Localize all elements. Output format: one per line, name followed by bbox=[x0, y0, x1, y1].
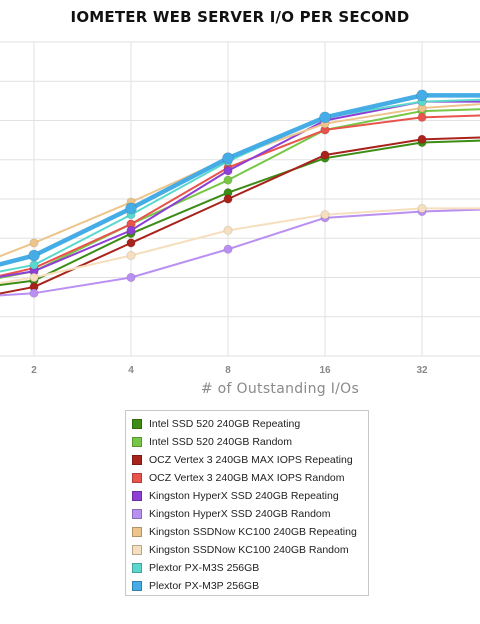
legend-swatch bbox=[132, 527, 142, 537]
legend-item[interactable]: Intel SSD 520 240GB Repeating bbox=[132, 415, 368, 433]
series-point[interactable] bbox=[416, 89, 428, 102]
legend-swatch bbox=[132, 491, 142, 501]
legend-item[interactable]: Intel SSD 520 240GB Random bbox=[132, 433, 368, 451]
series-lines bbox=[0, 93, 480, 297]
legend-swatch bbox=[132, 455, 142, 465]
series-point[interactable] bbox=[417, 134, 427, 144]
x-tick-label: 2 bbox=[31, 365, 37, 376]
x-tick-label: 16 bbox=[319, 365, 331, 376]
legend-label: OCZ Vertex 3 240GB MAX IOPS Random bbox=[149, 472, 345, 484]
legend-label: OCZ Vertex 3 240GB MAX IOPS Repeating bbox=[149, 454, 353, 466]
x-axis-ticks: 2 4 8 16 32 bbox=[31, 365, 428, 376]
legend-swatch bbox=[132, 419, 142, 429]
series-point[interactable] bbox=[417, 203, 427, 214]
series-point[interactable] bbox=[223, 194, 233, 204]
legend-swatch bbox=[132, 437, 142, 447]
legend-label: Kingston SSDNow KC100 240GB Repeating bbox=[149, 526, 357, 538]
series-line bbox=[0, 208, 480, 297]
legend-item[interactable]: Plextor PX-M3S 256GB bbox=[132, 559, 368, 577]
series-point[interactable] bbox=[417, 112, 427, 122]
series-point[interactable] bbox=[223, 166, 233, 176]
series-point[interactable] bbox=[223, 244, 233, 254]
series-point[interactable] bbox=[126, 238, 136, 248]
legend-swatch bbox=[132, 545, 142, 555]
legend-label: Intel SSD 520 240GB Random bbox=[149, 436, 293, 448]
x-tick-label: 4 bbox=[128, 365, 134, 376]
legend-item[interactable]: Plextor PX-M3P 256GB bbox=[132, 577, 368, 595]
series-point[interactable] bbox=[126, 225, 136, 235]
legend-label: Plextor PX-M3P 256GB bbox=[149, 580, 260, 592]
series-point[interactable] bbox=[223, 175, 233, 185]
series-point[interactable] bbox=[319, 111, 331, 124]
legend-swatch bbox=[132, 581, 142, 591]
legend: Intel SSD 520 240GB Repeating Intel SSD 5… bbox=[125, 410, 369, 596]
series-point[interactable] bbox=[223, 225, 233, 235]
legend-item[interactable]: OCZ Vertex 3 240GB MAX IOPS Random bbox=[132, 469, 368, 487]
legend-label: Kingston SSDNow KC100 240GB Random bbox=[149, 544, 349, 556]
series-point[interactable] bbox=[222, 152, 234, 165]
legend-item[interactable]: Kingston SSDNow KC100 240GB Random bbox=[132, 541, 368, 559]
legend-item[interactable]: Kingston SSDNow KC100 240GB Repeating bbox=[132, 523, 368, 541]
series-point[interactable] bbox=[125, 202, 137, 215]
legend-item[interactable]: OCZ Vertex 3 240GB MAX IOPS Repeating bbox=[132, 451, 368, 469]
legend-item[interactable]: Kingston HyperX SSD 240GB Random bbox=[132, 505, 368, 523]
legend-label: Plextor PX-M3S 256GB bbox=[149, 562, 260, 574]
series-point[interactable] bbox=[29, 272, 39, 283]
x-tick-label: 8 bbox=[225, 365, 231, 376]
series-point[interactable] bbox=[29, 238, 39, 248]
grid-lines bbox=[0, 41, 480, 357]
legend-swatch bbox=[132, 473, 142, 483]
legend-item[interactable]: Kingston HyperX SSD 240GB Repeating bbox=[132, 487, 368, 505]
line-chart-plot: 2 4 8 16 32 bbox=[0, 41, 480, 376]
legend-swatch bbox=[132, 563, 142, 573]
legend-label: Kingston HyperX SSD 240GB Random bbox=[149, 508, 331, 520]
series-point[interactable] bbox=[320, 210, 330, 220]
series-line bbox=[0, 136, 480, 295]
legend-label: Kingston HyperX SSD 240GB Repeating bbox=[149, 490, 339, 502]
series-point[interactable] bbox=[28, 249, 40, 262]
series-points bbox=[28, 89, 428, 298]
series-point[interactable] bbox=[126, 272, 136, 283]
x-tick-label: 32 bbox=[416, 365, 428, 376]
series-point[interactable] bbox=[320, 150, 330, 160]
series-point[interactable] bbox=[29, 288, 39, 298]
series-point[interactable] bbox=[126, 250, 136, 261]
x-axis-label: # of Outstanding I/Os bbox=[200, 381, 360, 397]
legend-swatch bbox=[132, 509, 142, 519]
legend-label: Intel SSD 520 240GB Repeating bbox=[149, 418, 301, 430]
chart-title: IOMETER WEB SERVER I/O PER SECOND bbox=[70, 8, 410, 26]
series-point[interactable] bbox=[29, 260, 39, 270]
